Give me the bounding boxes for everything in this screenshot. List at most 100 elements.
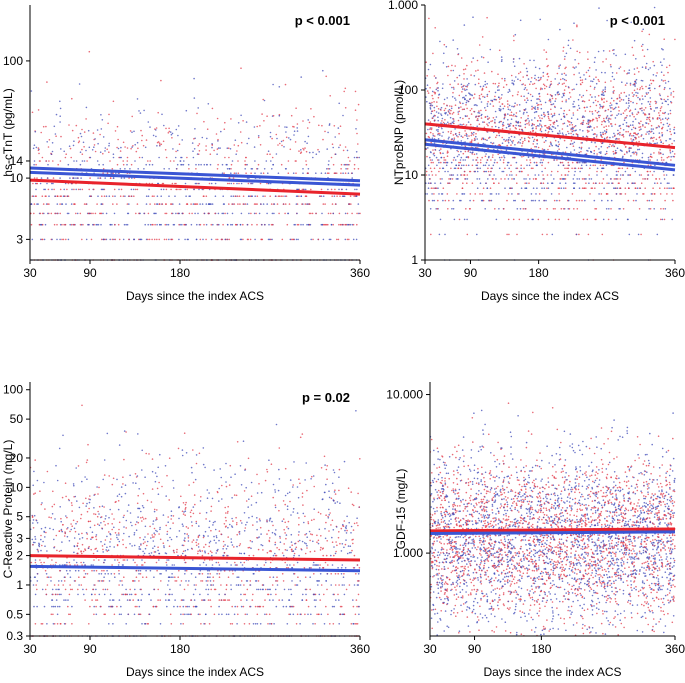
data-point: [449, 113, 451, 115]
data-point: [77, 588, 79, 591]
data-point: [206, 128, 209, 130]
data-point: [30, 203, 33, 205]
data-point: [590, 178, 593, 180]
data-point: [596, 167, 599, 170]
data-point: [429, 128, 431, 131]
data-point: [610, 208, 612, 210]
data-point: [570, 151, 572, 153]
data-point: [618, 110, 620, 112]
data-point: [544, 101, 547, 104]
data-point: [429, 63, 432, 66]
data-point: [268, 238, 271, 241]
data-point: [563, 72, 566, 75]
data-point: [135, 576, 138, 578]
data-point: [534, 74, 536, 77]
data-point: [613, 52, 615, 55]
data-point: [519, 79, 522, 82]
data-point: [646, 118, 648, 121]
data-point: [453, 80, 456, 82]
data-point: [112, 156, 115, 159]
data-point: [492, 117, 495, 119]
data-point: [90, 212, 92, 215]
data-point: [486, 93, 489, 96]
data-point: [233, 494, 236, 496]
data-point: [575, 199, 578, 202]
data-point: [663, 218, 666, 221]
data-point: [178, 188, 180, 191]
data-point: [602, 89, 604, 91]
data-point: [656, 106, 658, 109]
data-point: [101, 195, 103, 197]
data-point: [277, 195, 280, 197]
data-point: [612, 153, 615, 155]
data-point: [122, 238, 125, 241]
data-point: [631, 113, 634, 116]
data-point: [636, 102, 638, 105]
data-point: [136, 98, 139, 100]
data-point: [572, 145, 575, 147]
data-point: [655, 107, 657, 109]
data-point: [468, 82, 470, 85]
data-point: [322, 138, 324, 141]
data-point: [327, 188, 329, 191]
data-point: [609, 102, 612, 104]
data-point: [610, 199, 613, 202]
data-point: [147, 238, 149, 241]
data-point: [259, 520, 261, 522]
data-point: [532, 178, 535, 180]
data-point: [443, 103, 445, 105]
data-point: [451, 96, 454, 98]
data-point: [635, 152, 638, 154]
data-point: [556, 159, 558, 161]
data-point: [616, 147, 619, 149]
data-point: [331, 143, 334, 145]
data-point: [109, 160, 111, 162]
data-point: [565, 101, 567, 103]
data-point: [456, 174, 459, 176]
data-point: [177, 212, 179, 215]
data-point: [627, 97, 630, 100]
data-point: [432, 187, 434, 189]
data-point: [629, 82, 632, 85]
data-point: [267, 150, 270, 152]
data-point: [292, 125, 294, 128]
data-point: [175, 212, 177, 215]
data-point: [567, 208, 570, 210]
data-point: [309, 223, 312, 226]
data-point: [538, 199, 540, 202]
data-point: [437, 108, 440, 110]
data-point: [576, 109, 579, 111]
data-point: [583, 100, 586, 103]
data-point: [449, 178, 452, 180]
data-point: [334, 489, 336, 492]
data-point: [568, 132, 570, 135]
data-point: [481, 36, 484, 38]
data-point: [466, 85, 469, 88]
data-point: [288, 491, 291, 494]
data-point: [231, 223, 234, 226]
data-point: [269, 131, 272, 134]
data-point: [325, 223, 328, 226]
data-point: [478, 44, 481, 46]
data-point: [267, 238, 270, 241]
data-point: [283, 146, 285, 148]
data-point: [266, 471, 269, 473]
data-point: [353, 168, 356, 170]
data-point: [123, 532, 125, 535]
data-point: [286, 126, 288, 128]
data-point: [568, 98, 570, 100]
data-point: [132, 559, 135, 561]
data-point: [605, 208, 608, 210]
data-point: [212, 223, 214, 226]
data-point: [619, 134, 621, 136]
data-point: [576, 118, 579, 120]
data-point: [478, 123, 481, 125]
data-point: [340, 550, 343, 552]
data-point: [265, 561, 267, 564]
data-point: [553, 114, 556, 116]
data-point: [320, 188, 323, 191]
data-point: [48, 139, 51, 141]
data-point: [534, 145, 536, 148]
data-point: [73, 160, 75, 162]
